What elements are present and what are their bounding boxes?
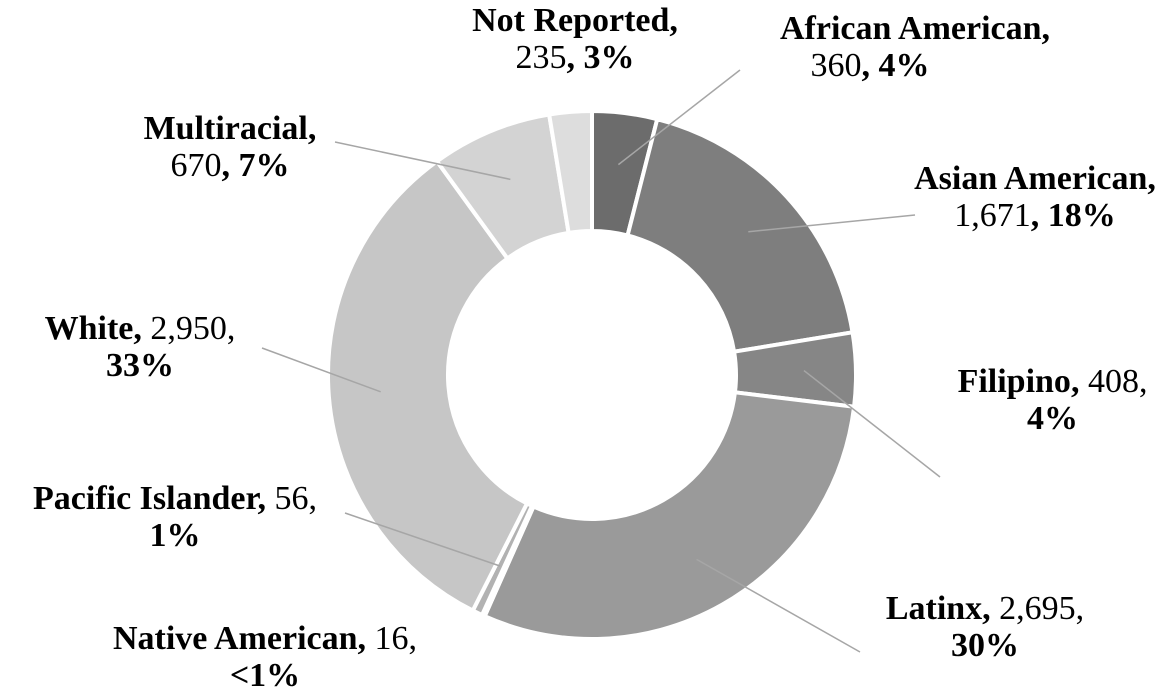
label-percent: 33% xyxy=(106,347,174,384)
label-count: 2,695 xyxy=(999,590,1076,627)
label-count: 16 xyxy=(374,620,409,657)
leader-line-pacific-islander xyxy=(344,512,501,567)
label-percent: 3% xyxy=(583,39,635,76)
label-category: Pacific Islander xyxy=(33,480,258,517)
label-percent: 18% xyxy=(1047,197,1116,234)
label-not-reported: Not Reported, 235, 3% xyxy=(472,2,678,76)
label-category: Native American xyxy=(112,620,358,657)
label-category: Not Reported xyxy=(472,2,670,39)
leader-line-african-american xyxy=(617,69,741,166)
donut-slice-white xyxy=(326,159,529,613)
label-percent: 4% xyxy=(1027,400,1078,437)
leader-line-latinx xyxy=(696,558,861,653)
label-category: Latinx xyxy=(885,590,983,627)
donut-slice-latinx xyxy=(482,390,857,641)
label-pacific-islander: Pacific Islander, 56, 1% xyxy=(33,480,317,554)
label-asian-american: Asian American, 1,671, 18% xyxy=(914,160,1156,234)
label-multiracial: Multiracial, 670, 7% xyxy=(143,110,317,184)
label-count: 670 xyxy=(170,147,222,184)
label-category: Filipino xyxy=(957,363,1071,400)
leader-line-multiracial xyxy=(334,141,511,181)
label-category: African American xyxy=(780,10,1042,47)
label-filipino: Filipino, 408, 4% xyxy=(957,363,1148,437)
label-latinx: Latinx, 2,695, 30% xyxy=(885,590,1085,664)
label-count: 2,950 xyxy=(150,310,227,347)
label-african-american: African American, 360, 4% xyxy=(780,10,1051,84)
label-white: White, 2,950, 33% xyxy=(44,310,236,384)
label-percent: 7% xyxy=(238,147,290,184)
donut-slice-not-reported xyxy=(547,109,594,235)
label-percent: 4% xyxy=(878,47,930,84)
label-count: 360 xyxy=(810,47,862,84)
label-count: 1,671 xyxy=(954,197,1031,234)
label-count: 235 xyxy=(515,39,567,76)
label-category: White xyxy=(44,310,134,347)
label-count: 408 xyxy=(1087,363,1139,400)
label-percent: <1% xyxy=(229,657,301,694)
label-percent: 30% xyxy=(951,627,1019,664)
label-category: Multiracial xyxy=(143,110,308,147)
leader-line-asian-american xyxy=(748,214,916,233)
label-count: 56 xyxy=(274,480,309,517)
label-percent: 1% xyxy=(149,517,201,554)
donut-slice-asian-american xyxy=(625,117,855,354)
label-native-american: Native American, 16, <1% xyxy=(112,620,418,694)
label-category: Asian American xyxy=(914,160,1148,197)
leader-line-white xyxy=(261,347,381,393)
leader-line-filipino xyxy=(803,369,941,478)
